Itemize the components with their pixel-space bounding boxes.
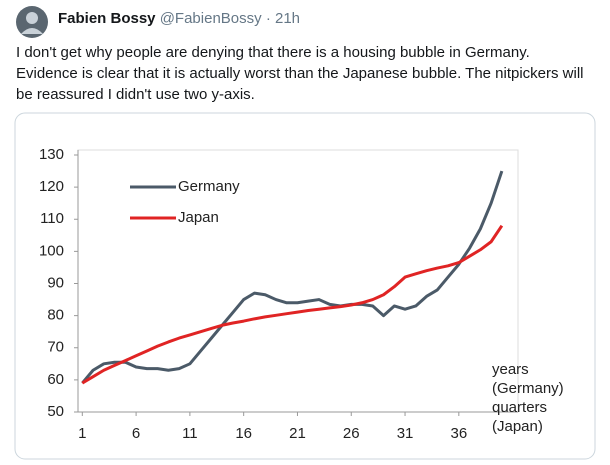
x-axis-label: (Japan) <box>492 418 543 435</box>
y-tick-label: 130 <box>39 146 64 163</box>
y-tick-label: 50 <box>47 403 64 420</box>
author-name[interactable]: Fabien Bossy <box>58 10 156 27</box>
y-tick-label: 100 <box>39 242 64 259</box>
x-tick-label: 16 <box>235 425 252 442</box>
tweet-header: Fabien Bossy @FabienBossy · 21h <box>58 10 300 27</box>
timestamp[interactable]: 21h <box>275 10 301 27</box>
y-tick-label: 90 <box>47 274 64 291</box>
x-axis-label: years <box>492 361 529 378</box>
y-tick-label: 60 <box>47 371 64 388</box>
legend-label: Japan <box>178 209 219 226</box>
series-line <box>81 170 504 385</box>
tweet-text: I don't get why people are denying that … <box>16 44 584 103</box>
author-handle[interactable]: @FabienBossy <box>159 10 262 27</box>
x-axis-label: quarters <box>492 399 547 416</box>
x-tick-label: 31 <box>397 425 414 442</box>
x-tick-label: 1 <box>78 425 86 442</box>
x-tick-label: 26 <box>343 425 360 442</box>
x-tick-label: 11 <box>182 425 198 442</box>
legend-label: Germany <box>178 178 240 195</box>
x-tick-label: 21 <box>289 425 306 442</box>
x-tick-label: 36 <box>450 425 467 442</box>
media-frame <box>14 112 596 460</box>
avatar[interactable] <box>16 6 56 46</box>
y-tick-label: 70 <box>47 339 64 356</box>
y-tick-label: 120 <box>39 178 64 195</box>
x-axis-label: (Germany) <box>492 380 564 397</box>
y-tick-label: 80 <box>47 307 64 324</box>
x-tick-label: 6 <box>132 425 140 442</box>
separator: · <box>265 10 271 27</box>
series-line <box>81 224 504 385</box>
y-tick-label: 110 <box>40 210 64 227</box>
